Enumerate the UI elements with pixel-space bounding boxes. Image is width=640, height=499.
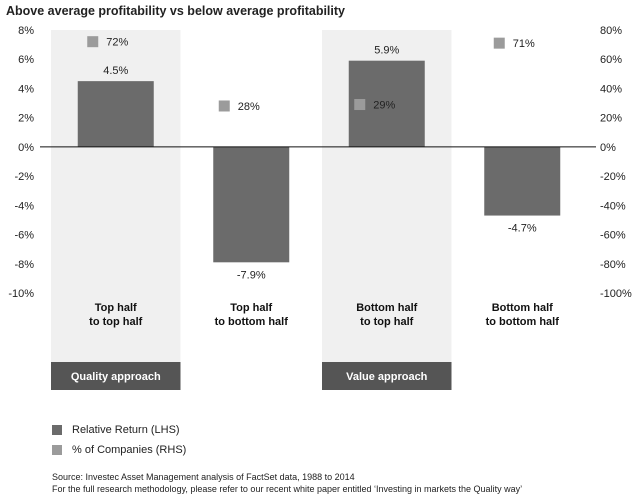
y-right-tick-label: 0%	[600, 142, 616, 154]
marker-data-label: 28%	[238, 101, 260, 113]
y-right-tick-label: 60%	[600, 54, 622, 66]
marker	[354, 99, 366, 111]
chart: 4.5% -7.9% 5.9% -4.7% 72% 28% 29% 71% 8% 6% 4% 2% 0…	[8, 25, 632, 390]
category-label: Top half to top half	[89, 302, 142, 328]
legend-label: % of Companies (RHS)	[72, 444, 187, 456]
legend-label: Relative Return (LHS)	[72, 424, 180, 436]
marker-data-label: 72%	[106, 37, 128, 49]
bar	[77, 81, 154, 147]
y-left-tick-label: -8%	[14, 259, 34, 271]
legend-item-relative-return: Relative Return (LHS)	[52, 424, 180, 436]
y-left-tick-label: -10%	[8, 288, 34, 300]
marker	[87, 36, 99, 48]
y-right-tick-label: 80%	[600, 25, 622, 37]
marker-data-label: 29%	[373, 100, 395, 112]
category-label: Top half to bottom half	[215, 302, 289, 328]
y-left-tick-label: -4%	[14, 200, 34, 212]
bar-data-label: 5.9%	[374, 45, 399, 57]
group-label: Quality approach	[71, 371, 161, 383]
marker	[218, 100, 230, 112]
y-right-tick-label: 40%	[600, 83, 622, 95]
y-right-tick-label: -100%	[600, 288, 632, 300]
marker	[493, 37, 505, 49]
bar-data-label: -7.9%	[237, 269, 266, 281]
y-right-tick-label: 20%	[600, 113, 622, 125]
y-right-tick-label: -80%	[600, 259, 626, 271]
legend-item-percent-companies: % of Companies (RHS)	[52, 444, 186, 456]
bar-data-label: 4.5%	[103, 65, 128, 77]
y-left-tick-label: 4%	[18, 83, 34, 95]
y-left-tick-label: 6%	[18, 54, 34, 66]
y-left-tick-label: -2%	[14, 171, 34, 183]
marker-data-label: 71%	[513, 38, 535, 50]
group-label-box	[322, 362, 452, 390]
category-label: Bottom half to bottom half	[486, 302, 560, 328]
y-left-tick-label: 8%	[18, 25, 34, 37]
chart-title: Above average profitability vs below ave…	[6, 4, 345, 18]
y-left-tick-label: 2%	[18, 113, 34, 125]
y-left-tick-label: 0%	[18, 142, 34, 154]
category-label: Bottom half to top half	[356, 302, 417, 328]
bar	[484, 146, 561, 216]
y-right-tick-label: -20%	[600, 171, 626, 183]
y-right-tick-label: -40%	[600, 200, 626, 212]
legend-swatch-marker	[52, 445, 62, 455]
methodology-note: For the full research methodology, pleas…	[52, 484, 523, 494]
group-label-box	[51, 362, 181, 390]
y-right-tick-label: -60%	[600, 230, 626, 242]
bar	[213, 146, 290, 263]
y-left-tick-label: -6%	[14, 230, 34, 242]
legend-swatch-bar	[52, 425, 62, 435]
source-note: Source: Investec Asset Management analys…	[52, 472, 355, 482]
group-label: Value approach	[346, 371, 428, 383]
bar-data-label: -4.7%	[508, 223, 537, 235]
